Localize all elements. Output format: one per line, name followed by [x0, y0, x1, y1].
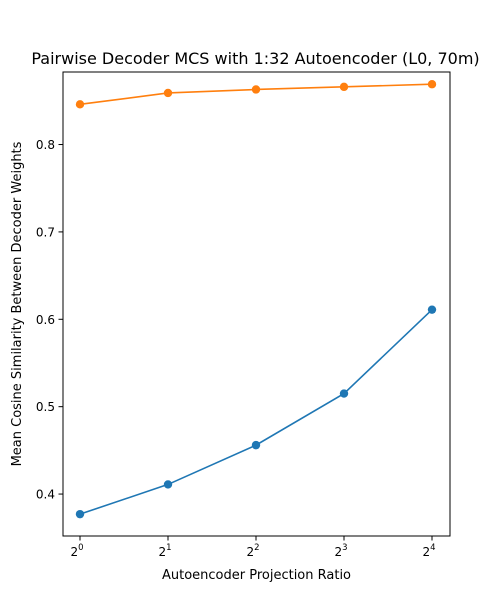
data-point	[163, 480, 173, 489]
y-axis: 0.4 0.5 0.6 0.7 0.8	[36, 138, 63, 502]
data-point	[251, 440, 261, 450]
x-tick-base: 2	[246, 545, 254, 559]
y-tick-label: 0.6	[36, 313, 55, 327]
plot-area	[62, 71, 451, 537]
x-tick-exponent: 4	[430, 543, 435, 553]
x-tick-base: 2	[70, 545, 78, 559]
data-point	[339, 82, 349, 92]
x-tick-label: 21	[158, 543, 171, 559]
x-tick-exponent: 0	[78, 543, 83, 553]
series-line	[79, 309, 433, 515]
y-tick-label: 0.8	[36, 138, 55, 152]
data-point	[75, 100, 85, 109]
data-point	[75, 509, 85, 519]
data-point	[339, 389, 349, 398]
x-tick-base: 2	[334, 545, 342, 559]
series-0	[75, 305, 437, 519]
data-point	[163, 88, 173, 98]
y-tick-label: 0.4	[36, 488, 55, 502]
series-layer	[75, 80, 437, 519]
x-tick-label: 24	[422, 543, 435, 559]
chart-title: Pairwise Decoder MCS with 1:32 Autoencod…	[31, 49, 479, 68]
x-tick-exponent: 1	[166, 543, 171, 553]
data-point	[427, 305, 437, 314]
x-tick-label: 20	[70, 543, 83, 559]
x-tick-base: 2	[422, 545, 430, 559]
data-point	[251, 85, 261, 94]
series-1	[75, 80, 437, 109]
x-tick-exponent: 3	[342, 543, 347, 553]
x-tick-label: 22	[246, 543, 259, 559]
x-axis: 20 21 22 23 24	[70, 536, 436, 559]
y-axis-label: Mean Cosine Similarity Between Decoder W…	[10, 141, 25, 466]
x-tick-base: 2	[158, 545, 166, 559]
data-point	[427, 80, 437, 89]
x-axis-label: Autoencoder Projection Ratio	[162, 568, 351, 583]
y-tick-label: 0.7	[36, 225, 55, 239]
x-tick-label: 23	[334, 543, 347, 559]
y-tick-label: 0.5	[36, 400, 55, 414]
x-tick-exponent: 2	[254, 543, 259, 553]
